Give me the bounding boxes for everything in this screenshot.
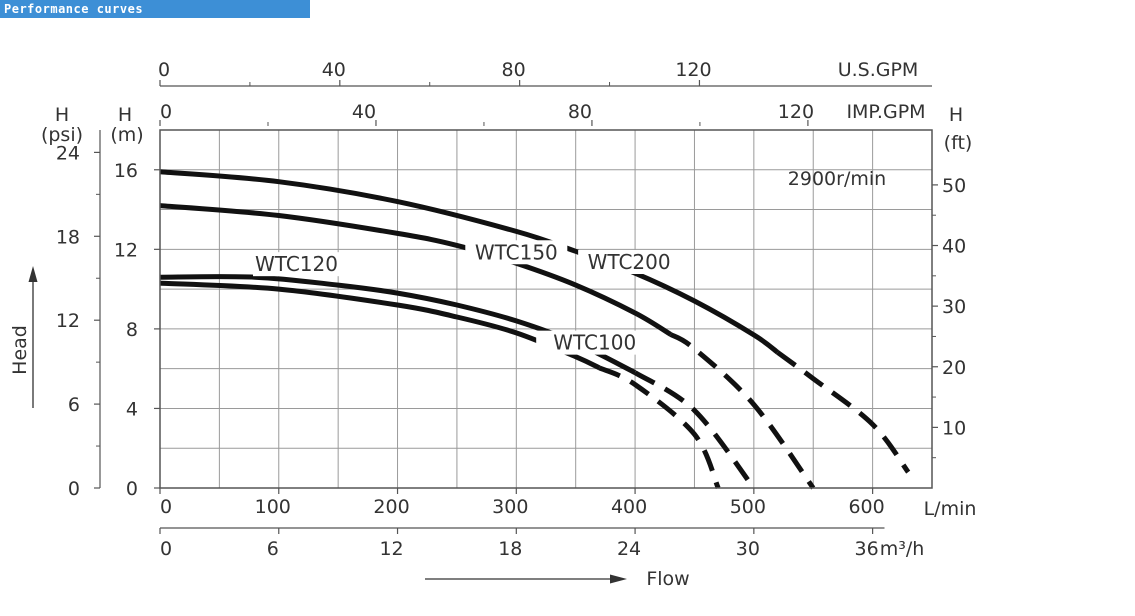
x-m3h-tick-label: 24 [617, 538, 641, 560]
y-psi-tick-label: 6 [68, 394, 80, 416]
y-psi-tick-label: 12 [56, 310, 80, 332]
y-m-unit-h: H [118, 104, 132, 126]
y-axis-title: Head [9, 325, 31, 375]
axes [28, 80, 938, 584]
y-ft-tick-label: 40 [942, 236, 966, 258]
x-lpm-tick-label: 600 [848, 496, 884, 518]
x-impgpm-tick-label: 120 [778, 101, 814, 123]
x-m3h-tick-label: 30 [736, 538, 760, 560]
x-usgpm-tick-label: 0 [158, 59, 170, 81]
y-psi-unit: (psi) [41, 124, 83, 146]
y-psi-unit-h: H [55, 104, 69, 126]
series-label-wtc200: WTC200 [588, 250, 671, 274]
y-ft-tick-label: 20 [942, 357, 966, 379]
series-label-wtc150: WTC150 [475, 240, 558, 264]
y-m-tick-label: 0 [126, 478, 138, 500]
grid [160, 130, 932, 488]
section-banner: Performance curves [0, 0, 310, 18]
x-impgpm-unit: IMP.GPM [846, 101, 925, 123]
x-impgpm-tick-label: 80 [568, 101, 592, 123]
series-label-bg [253, 252, 356, 277]
x-m3h-tick-label: 18 [498, 538, 522, 560]
flow-arrowhead [610, 574, 627, 584]
y-m-tick-label: 8 [126, 319, 138, 341]
x-lpm-tick-label: 500 [730, 496, 766, 518]
y-ft-tick-label: 10 [942, 417, 966, 439]
x-m3h-unit: m³/h [880, 538, 925, 560]
x-usgpm-tick-label: 40 [322, 59, 346, 81]
curves [159, 169, 911, 490]
y-ft-tick-label: 50 [942, 175, 966, 197]
x-lpm-tick-label: 300 [492, 496, 528, 518]
x-lpm-tick-label: 400 [611, 496, 647, 518]
y-m-tick-label: 16 [114, 160, 138, 182]
series-label-bg [578, 250, 681, 275]
y-ft-tick-label: 30 [942, 296, 966, 318]
series-label-bg [536, 330, 639, 355]
y-psi-tick-label: 0 [68, 478, 80, 500]
x-usgpm-tick-label: 80 [502, 59, 526, 81]
head-arrowhead [28, 266, 38, 282]
y-ft-unit: (ft) [944, 132, 973, 154]
x-m3h-tick-label: 0 [160, 538, 172, 560]
series-label-wtc120: WTC120 [255, 252, 338, 276]
x-m3h-tick-label: 36 [855, 538, 879, 560]
series-label-bg [465, 240, 568, 265]
x-usgpm-tick-label: 120 [675, 59, 711, 81]
banner-title: Performance curves [4, 2, 144, 16]
y-psi-tick-label: 18 [56, 226, 80, 248]
y-m-tick-label: 12 [114, 239, 138, 261]
series-label-wtc100: WTC100 [553, 331, 636, 355]
x-usgpm-unit: U.S.GPM [838, 59, 919, 81]
curve-wtc100-solid [159, 280, 601, 371]
x-impgpm-tick-label: 0 [160, 101, 172, 123]
y-m-tick-label: 4 [126, 398, 138, 420]
plot-frame [159, 129, 933, 489]
x-axis-title: Flow [646, 568, 689, 590]
curve-wtc100-dashed [598, 365, 721, 490]
x-lpm-tick-label: 100 [255, 496, 291, 518]
y-ft-unit-h: H [949, 104, 963, 126]
x-lpm-tick-label: 0 [160, 496, 172, 518]
curve-wtc150-dashed [669, 332, 816, 490]
x-m3h-tick-label: 6 [267, 538, 279, 560]
x-m3h-tick-label: 12 [379, 538, 403, 560]
curve-wtc120-dashed [633, 370, 756, 490]
curve-wtc200-dashed [776, 350, 911, 474]
y-m-unit: (m) [110, 124, 143, 146]
speed-label: 2900r/min [788, 168, 886, 190]
x-lpm-tick-label: 200 [373, 496, 409, 518]
x-lpm-unit: L/min [924, 498, 977, 520]
y-psi-tick-label: 24 [56, 142, 80, 164]
x-impgpm-tick-label: 40 [352, 101, 376, 123]
